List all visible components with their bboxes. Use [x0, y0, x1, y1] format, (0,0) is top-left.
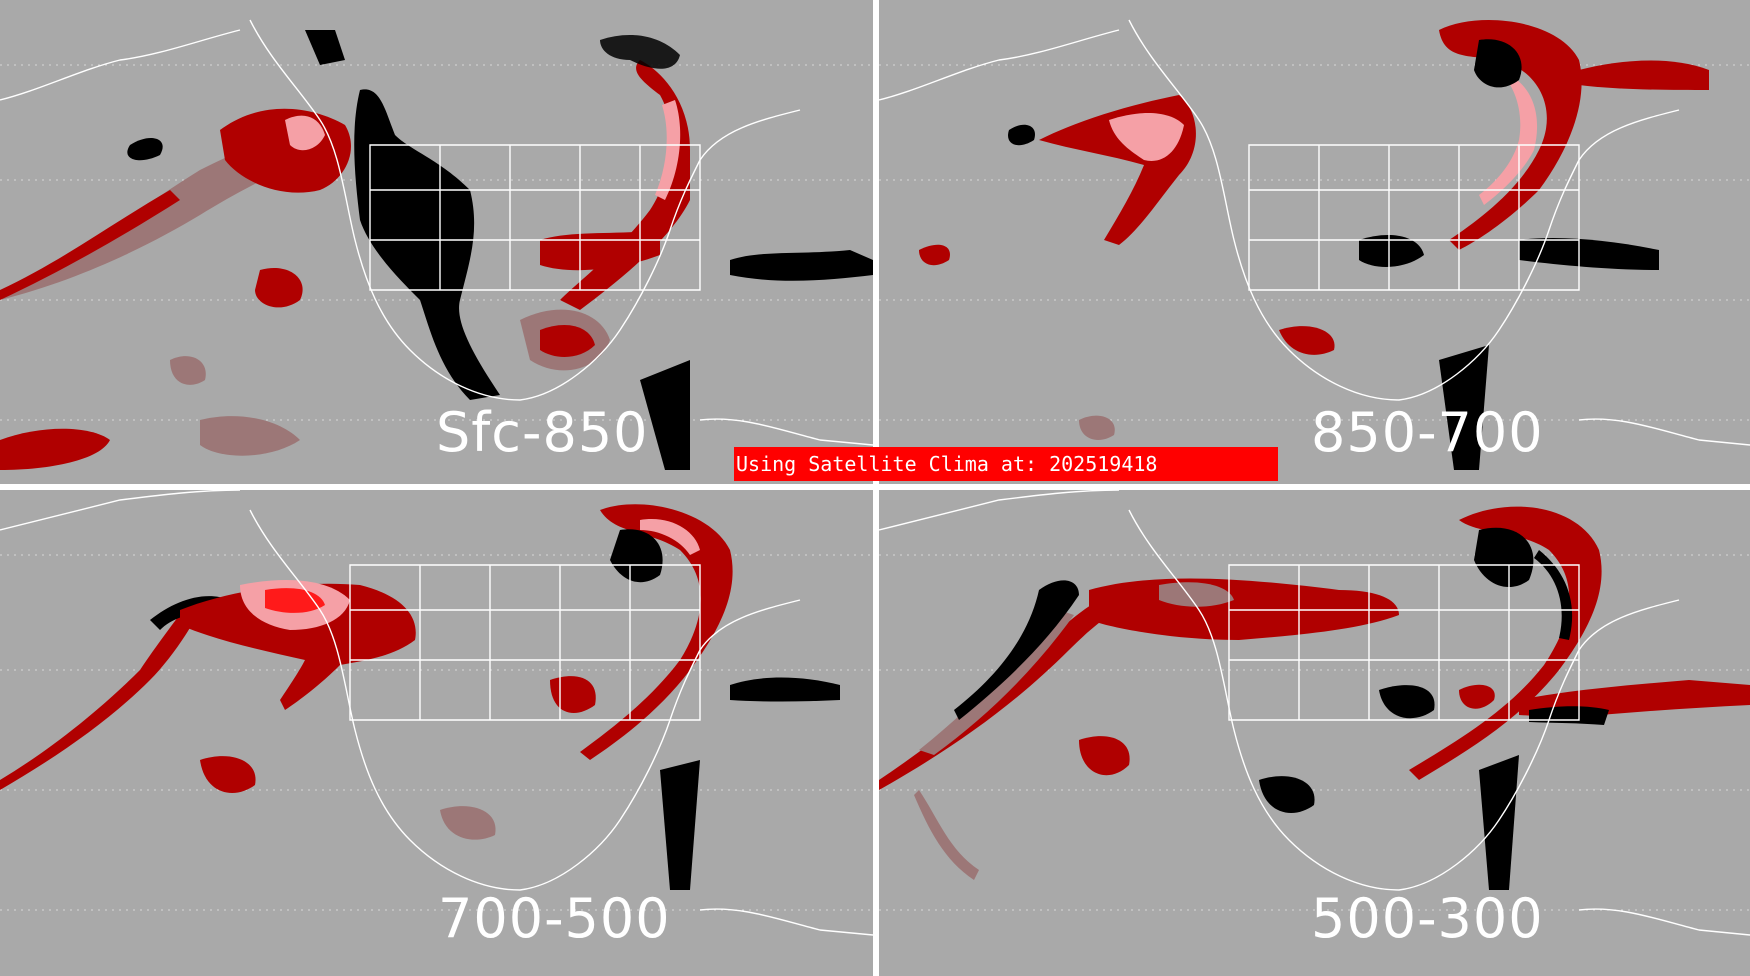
map-panel-sfc-850: Sfc-850 — [0, 0, 873, 484]
graticule — [879, 554, 1750, 911]
map-layer — [0, 490, 873, 936]
graticule — [0, 554, 873, 911]
graticule — [879, 64, 1750, 421]
map-panel-500-300: 500-300 — [879, 490, 1750, 976]
layer-label: 700-500 — [438, 887, 671, 950]
map-panel-700-500: 700-500 — [0, 490, 873, 976]
shading-fields — [0, 30, 873, 470]
layer-label: Sfc-850 — [436, 401, 649, 464]
layer-label: 500-300 — [1311, 887, 1544, 950]
shading-fields — [919, 20, 1709, 470]
shading-fields — [0, 504, 840, 890]
map-layer — [0, 19, 873, 470]
satellite-climatology-banner: Using Satellite Clima at: 202519418 — [734, 447, 1278, 481]
coastlines-and-borders — [879, 490, 1750, 936]
map-layer — [879, 19, 1750, 470]
coastlines-and-borders — [0, 490, 873, 936]
layer-label: 850-700 — [1311, 401, 1544, 464]
coastlines-and-borders — [879, 19, 1750, 446]
shading-fields — [879, 506, 1750, 890]
map-layer — [879, 490, 1750, 936]
map-panel-850-700: 850-700 — [879, 0, 1750, 484]
coastlines-and-borders — [0, 19, 873, 446]
